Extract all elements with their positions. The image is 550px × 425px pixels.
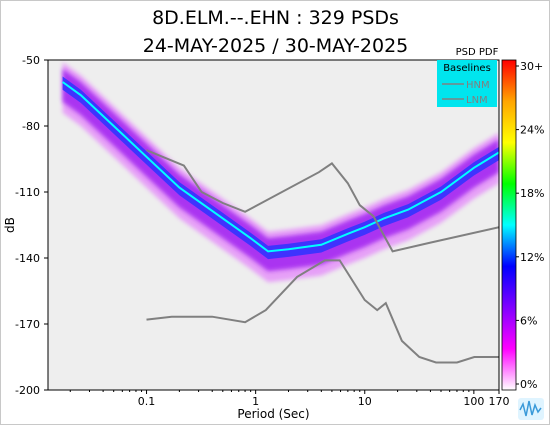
colorbar-tick-label: 0% — [520, 378, 537, 391]
y-tick-label: -80 — [22, 120, 40, 133]
chart-title: 8D.ELM.--.EHN : 329 PSDs — [152, 7, 399, 29]
x-tick-label: 0.1 — [138, 395, 156, 408]
legend-entry-hnm: HNM — [466, 80, 490, 91]
y-axis-label: dB — [3, 217, 17, 233]
colorbar-tick-label: 24% — [520, 124, 544, 137]
plot-border — [47, 59, 500, 391]
colorbar-tick-label: 6% — [520, 314, 537, 327]
x-tick-label: 170 — [489, 395, 510, 408]
series-hnm-line — [146, 149, 499, 253]
logo-icon — [518, 398, 544, 420]
baselines-legend: Baselines HNM LNM — [437, 60, 497, 107]
colorbar-title: PSD PDF — [456, 47, 499, 58]
x-axis-label: Period (Sec) — [237, 407, 309, 421]
chart-subtitle: 24-MAY-2025 / 30-MAY-2025 — [143, 35, 409, 57]
x-tick-label: 1 — [252, 395, 259, 408]
colorbar-tick-label: 12% — [520, 251, 544, 264]
pdf-density — [62, 62, 499, 364]
x-tick-label: 10 — [358, 395, 372, 408]
colorbar-tick-label: 18% — [520, 187, 544, 200]
colorbar — [501, 59, 517, 391]
y-tick-label: -170 — [15, 318, 40, 331]
y-tick-label: -200 — [15, 384, 40, 397]
colorbar-tick-label: 30+ — [520, 60, 543, 73]
y-tick-label: -140 — [15, 252, 40, 265]
series-lnm-line — [146, 259, 499, 364]
y-tick-label: -50 — [22, 54, 40, 67]
legend-entry-lnm: LNM — [466, 95, 488, 106]
x-tick-label: 100 — [463, 395, 484, 408]
pdf-band-high — [62, 76, 499, 260]
y-tick-label: -110 — [15, 186, 40, 199]
pdf-ridge — [62, 81, 499, 253]
legend-title: Baselines — [443, 63, 491, 74]
